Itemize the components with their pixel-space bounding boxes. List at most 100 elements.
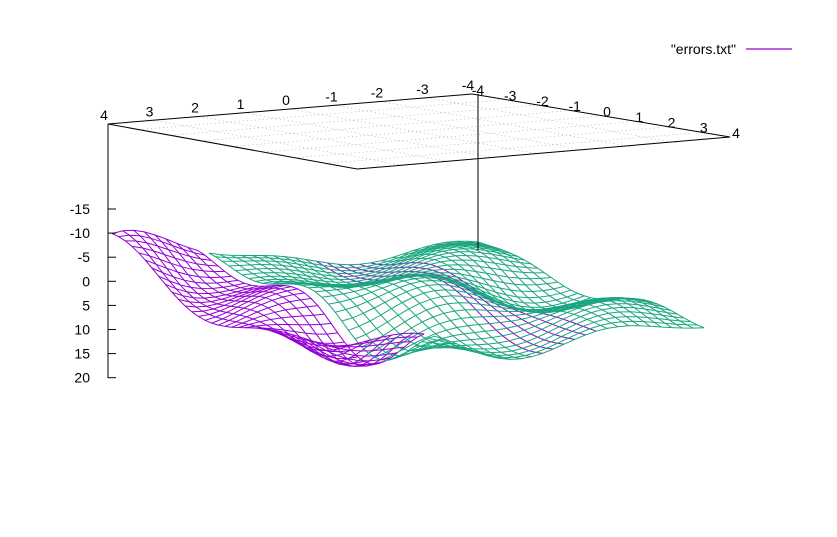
mesh-line-v <box>255 251 525 286</box>
base-back-edge <box>107 93 473 125</box>
mesh-line-v <box>248 248 518 283</box>
mesh-line-u <box>445 241 672 329</box>
mesh-line-v <box>131 245 219 267</box>
mesh-line-v <box>222 242 492 272</box>
mesh-line-v <box>178 285 265 304</box>
legend: "errors.txt" <box>671 41 792 57</box>
mesh-line-v <box>158 275 245 290</box>
x-tick-label: -4 <box>462 77 475 93</box>
mesh-line-v <box>297 335 385 366</box>
mesh-line-v <box>235 244 505 278</box>
z-tick-label: 15 <box>74 346 90 362</box>
mesh-line-v <box>151 267 239 284</box>
mesh-line-v <box>198 285 285 317</box>
mesh-line-v <box>341 283 612 322</box>
mesh-line-v <box>218 292 305 326</box>
x-tick-label: 4 <box>100 107 108 123</box>
base-grid-line <box>380 101 631 147</box>
mesh-line-v <box>231 305 318 328</box>
surface-mesh <box>111 229 705 367</box>
z-tick-label: 5 <box>82 297 90 313</box>
mesh-line-v <box>244 322 332 329</box>
y-tick-label: -4 <box>472 82 485 98</box>
z-axis <box>107 94 479 379</box>
mesh-line-v <box>111 229 199 252</box>
mesh-line-v <box>165 283 252 295</box>
mesh-line-v <box>211 288 298 324</box>
mesh-line-v <box>204 286 292 321</box>
x-tick-labels: 4 3 2 1 0 -1 -2 -3 -4 <box>100 77 474 123</box>
mesh-line-v <box>348 289 618 331</box>
mesh-line-v <box>242 246 512 281</box>
x-tick-label: 3 <box>146 103 154 119</box>
base-grid-line <box>201 110 566 142</box>
mesh-line-v <box>208 240 479 266</box>
y-tick-label: 3 <box>700 120 708 136</box>
y-tick-label: 4 <box>732 125 740 141</box>
base-grid-line <box>139 99 504 130</box>
mesh-line-v <box>262 254 532 287</box>
mesh-line-u <box>111 233 339 348</box>
z-tick-labels: -15 -10 -5 0 5 10 15 20 <box>70 201 90 386</box>
y-tick-label: -2 <box>536 93 549 109</box>
base-grid-line <box>263 121 628 153</box>
mesh-line-v <box>125 240 212 261</box>
mesh-line-v <box>317 342 405 352</box>
base-grid-line <box>325 133 690 164</box>
mesh-line-v <box>428 320 698 359</box>
base-plane <box>107 93 731 170</box>
mesh-line-v <box>145 259 232 279</box>
base-front-edge <box>107 123 731 170</box>
mesh-line-v <box>421 316 691 356</box>
base-grid-line <box>294 127 659 159</box>
z-tick-label: -10 <box>70 225 90 241</box>
mesh-line-u <box>176 242 403 367</box>
mesh-line-v <box>434 325 705 360</box>
z-tick-label: -15 <box>70 201 90 217</box>
y-tick-label: -3 <box>504 87 517 103</box>
legend-label: "errors.txt" <box>671 41 736 57</box>
y-tick-label: -1 <box>569 98 582 114</box>
base-grid-line <box>232 116 597 147</box>
x-tick-label: -2 <box>371 85 384 101</box>
mesh-line-v <box>301 274 572 299</box>
base-grid-line <box>289 108 540 155</box>
y-tick-label: 0 <box>603 104 611 120</box>
mesh-line-v <box>215 241 485 269</box>
base-grid-line <box>170 104 535 136</box>
mesh-line-v <box>224 298 312 327</box>
mesh-line-v <box>304 338 391 362</box>
y-tick-label: 2 <box>668 114 676 130</box>
x-tick-label: 2 <box>191 100 199 116</box>
z-tick-label: -5 <box>78 249 91 265</box>
mesh-line-v <box>185 285 272 308</box>
x-tick-label: 0 <box>282 92 290 108</box>
mesh-line-v <box>388 298 658 361</box>
mesh-line-v <box>238 313 325 328</box>
base-back-edge <box>471 93 731 138</box>
mesh-line-v <box>138 252 225 273</box>
y-tick-labels: -4 -3 -2 -1 0 1 2 3 4 <box>472 82 740 141</box>
mesh-line-v <box>414 311 685 354</box>
x-tick-label: 1 <box>237 96 245 112</box>
base-grid-line <box>153 119 403 166</box>
mesh-line-u <box>154 234 382 362</box>
mesh-line-v <box>275 264 545 288</box>
mesh-line-v <box>191 284 279 313</box>
mesh-line-v <box>337 332 425 348</box>
base-grid-line <box>198 116 449 162</box>
mesh-line-v <box>381 297 651 361</box>
z-tick-label: 0 <box>82 273 90 289</box>
z-tick-label: 10 <box>74 322 90 338</box>
y-tick-label: 1 <box>635 109 643 125</box>
x-tick-label: -3 <box>416 81 429 97</box>
mesh-line-v <box>281 268 552 288</box>
mesh-line-v <box>118 234 205 256</box>
mesh-line-v <box>311 340 398 357</box>
mesh-line-v <box>291 333 378 367</box>
mesh-line-v <box>228 243 498 275</box>
mesh-line-v <box>401 303 671 356</box>
x-tick-label: -1 <box>325 88 338 104</box>
mesh-line-v <box>251 327 338 335</box>
